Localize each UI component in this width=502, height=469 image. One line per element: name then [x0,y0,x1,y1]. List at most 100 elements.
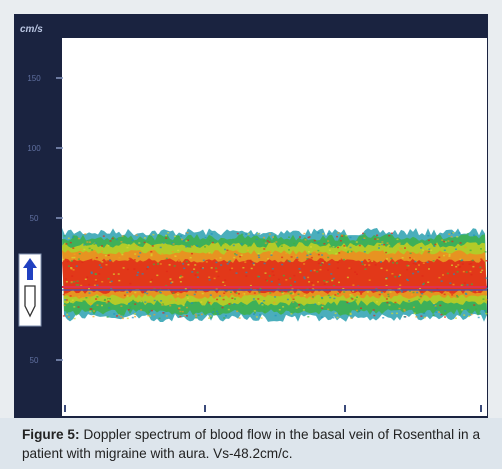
spectrum-speck [116,315,118,317]
spectrum-speck [423,312,426,314]
spectrum-speck [448,255,451,257]
spectrum-speck [448,233,451,235]
spectrum-speck [152,233,155,236]
spectrum-speck [285,279,288,281]
spectrum-speck [215,288,218,291]
spectrum-speck [84,278,87,280]
spectrum-speck [315,250,318,252]
spectrum-speck [310,256,313,259]
x-ticks [64,405,482,412]
spectrum-speck [126,246,129,249]
spectrum-speck [329,246,332,248]
spectrum-speck [444,316,446,318]
spectrum-speck [475,308,478,310]
spectrum-speck [158,317,161,320]
spectrum-speck [228,303,231,305]
spectrum-speck [268,275,271,277]
spectrum-speck [231,297,234,299]
spectrum-speck [435,307,438,310]
spectrum-speck [204,246,206,248]
spectrum-speck [484,251,487,253]
spectrum-speck [421,275,424,277]
spectrum-speck [169,278,172,280]
spectrum-speck [101,304,103,307]
spectrum-speck [449,282,452,284]
spectrum-speck [480,248,482,250]
spectrum-speck [253,264,256,266]
spectrum-speck [67,316,70,318]
spectrum-speck [135,244,138,247]
spectrum-speck [138,242,141,244]
spectrum-speck [463,314,466,316]
spectrum-speck [264,245,267,247]
spectrum-speck [205,261,208,263]
spectrum-speck [177,235,180,238]
spectrum-speck [415,316,418,318]
spectrum-speck [293,274,296,277]
spectrum-speck [451,264,453,266]
spectrum-speck [336,267,339,269]
spectrum-speck [245,271,248,274]
spectrum-speck [160,300,163,302]
spectrum-speck [395,312,398,315]
spectrum-speck [68,265,70,267]
spectrum-speck [168,264,171,266]
spectrum-speck [485,287,488,290]
spectrum-speck [158,291,161,293]
spectrum-speck [343,291,346,293]
spectrum-speck [171,251,174,253]
spectrum-speck [415,268,417,270]
spectrum-speck [290,256,293,258]
spectrum-speck [223,292,226,294]
spectrum-speck [349,294,352,296]
spectrum-speck [101,245,103,247]
spectrum-speck [126,268,129,271]
spectrum-speck [299,271,302,274]
spectrum-speck [194,264,197,266]
spectrum-speck [346,276,349,279]
spectrum-speck [309,291,312,294]
spectrum-speck [195,315,198,318]
spectrum-speck [194,301,197,304]
spectrum-speck [354,299,357,301]
spectrum-speck [333,285,335,287]
spectrum-speck [140,300,143,303]
spectrum-speck [470,290,473,292]
spectrum-speck [196,276,199,278]
spectrum-speck [391,273,394,275]
spectrum-speck [96,304,99,306]
spectrum-speck [90,308,93,310]
spectrum-speck [417,261,420,263]
spectrum-speck [330,273,333,275]
spectrum-speck [296,258,299,261]
spectrum-speck [244,261,247,263]
spectrum-speck [201,267,204,270]
spectrum-speck [259,314,261,316]
spectrum-speck [225,290,228,292]
spectrum-speck [303,263,306,265]
spectrum-speck [181,310,184,313]
spectrum-speck [212,308,215,310]
spectrum-speck [90,272,93,275]
spectrum-speck [137,255,140,258]
spectrum-speck [72,235,75,237]
spectrum-speck [182,304,185,307]
spectrum-speck [264,242,267,244]
spectrum-speck [263,248,266,250]
spectrum-speck [272,274,275,276]
spectrum-speck [226,263,229,265]
spectrum-speck [107,300,110,303]
spectrum-speck [209,315,212,317]
spectrum-speck [337,232,340,234]
spectrum-speck [196,245,198,247]
spectrum-speck [298,291,301,293]
spectrum-speck [129,307,132,309]
spectrum-speck [222,298,225,301]
spectrum-speck [403,310,406,312]
spectrum-speck [413,312,416,315]
spectrum-speck [113,313,116,315]
spectrum-speck [387,293,390,296]
spectrum-speck [412,258,415,260]
spectrum-speck [476,290,479,293]
spectrum-speck [321,254,324,256]
